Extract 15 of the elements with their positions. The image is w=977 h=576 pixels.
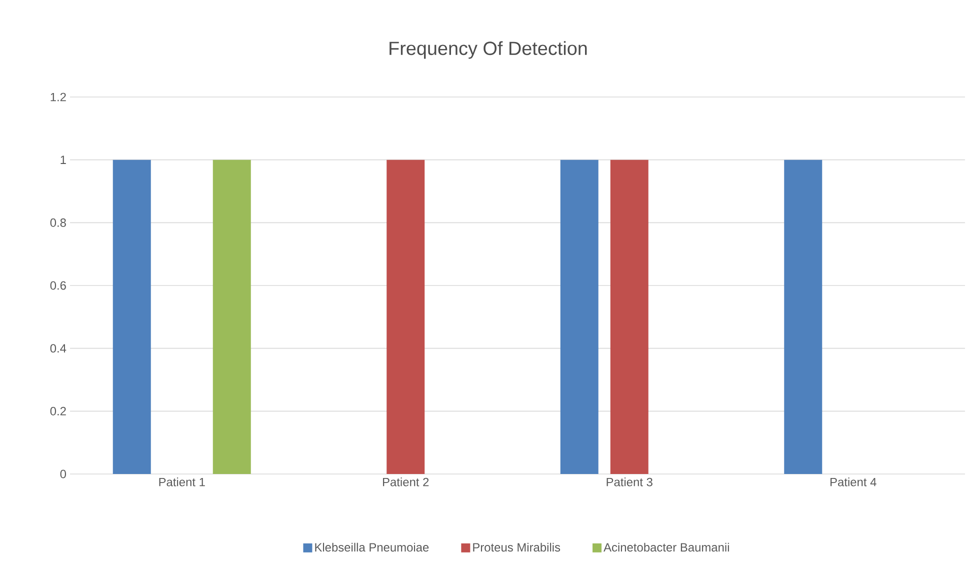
y-tick-label: 1.2 (50, 92, 66, 102)
y-tick-label: 0.2 (50, 406, 66, 416)
legend-label: Proteus Mirabilis (473, 542, 560, 552)
y-tick-label: 0 (60, 470, 66, 478)
chart-title: Frequency Of Detection (390, 41, 587, 59)
x-tick-label: Patient 1 (159, 478, 205, 486)
y-tick-label: 0.4 (50, 344, 66, 353)
x-tick-label: Patient 4 (830, 478, 876, 486)
x-tick-label: Patient 3 (606, 478, 652, 486)
legend-label: Acinetobacter Baumanii (604, 542, 729, 552)
y-tick-label: 1 (60, 156, 66, 164)
x-tick-label: Patient 2 (383, 478, 429, 486)
y-tick-label: 0.8 (50, 218, 66, 227)
legend-label: Klebseilla Pneumoiae (315, 542, 429, 552)
y-tick-label: 0.6 (50, 281, 66, 290)
